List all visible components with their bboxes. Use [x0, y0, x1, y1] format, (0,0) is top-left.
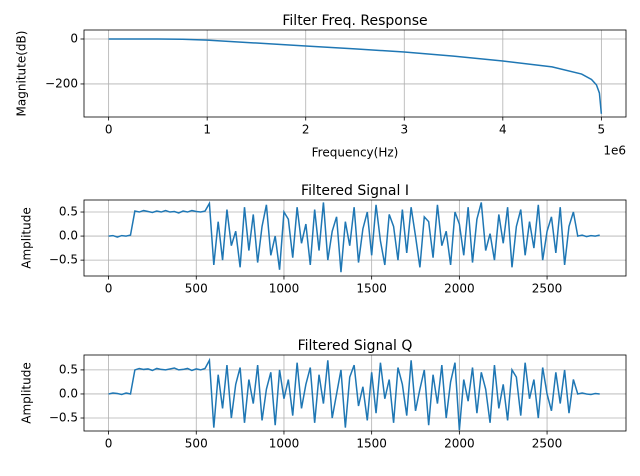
x-tick-label: 1000 — [269, 282, 300, 296]
y-axis-label: Amplitude — [20, 362, 34, 424]
y-tick-label: 0 — [70, 31, 78, 45]
x-tick-label: 500 — [185, 282, 208, 296]
chart-title: Filter Freq. Response — [282, 13, 427, 29]
x-tick-label: 1500 — [356, 282, 387, 296]
y-tick-label: −200 — [45, 76, 78, 90]
x-tick-label: 2500 — [532, 282, 563, 296]
axes-frame — [83, 199, 627, 277]
y-axis-label: Magnitute(dB) — [15, 31, 29, 117]
y-tick-label: 0.0 — [59, 229, 78, 243]
x-tick-label: 500 — [185, 437, 208, 451]
chart-title: Filtered Signal I — [301, 183, 409, 199]
signal-line — [108, 357, 600, 431]
signal-line — [108, 38, 603, 114]
x-axis-label: Frequency(Hz) — [312, 146, 399, 160]
x-tick-label: 1500 — [356, 437, 387, 451]
y-tick-label: 0.5 — [59, 362, 78, 376]
y-tick-label: −0.5 — [49, 253, 78, 267]
x-tick-label: 2000 — [444, 437, 475, 451]
y-tick-label: −0.5 — [49, 411, 78, 425]
x-tick-label: 2500 — [532, 437, 563, 451]
y-tick-label: 0.5 — [59, 205, 78, 219]
x-tick-label: 5 — [598, 123, 606, 137]
chart-title: Filtered Signal Q — [298, 338, 413, 354]
x-tick-label: 1000 — [269, 437, 300, 451]
signal-line — [108, 200, 600, 273]
x-tick-label: 0 — [105, 123, 113, 137]
axes-frame — [83, 29, 627, 118]
axes-frame — [83, 354, 627, 432]
x-tick-label: 4 — [499, 123, 507, 137]
x-tick-label: 3 — [400, 123, 408, 137]
x-offset-label: 1e6 — [603, 144, 626, 158]
x-tick-label: 2000 — [444, 282, 475, 296]
x-tick-label: 0 — [105, 282, 113, 296]
x-tick-label: 0 — [105, 437, 113, 451]
x-tick-label: 1 — [203, 123, 211, 137]
x-tick-label: 2 — [302, 123, 310, 137]
y-axis-label: Amplitude — [20, 207, 34, 269]
y-tick-label: 0.0 — [59, 386, 78, 400]
